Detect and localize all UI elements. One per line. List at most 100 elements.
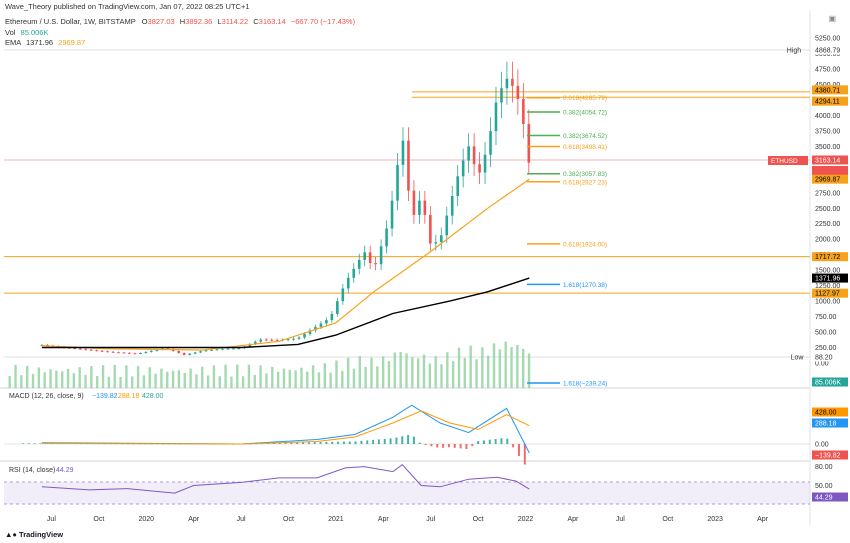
candle-body (374, 263, 377, 265)
volume-bar (387, 361, 391, 388)
volume-bar (475, 359, 478, 388)
macd-hist-bar (372, 439, 375, 444)
volume-bar (440, 364, 443, 388)
macd-hist-bar (348, 441, 351, 444)
low-value-badge: 88.20 (815, 355, 833, 362)
macd-hist-bar (284, 442, 287, 444)
fib-level-label: 0.382(4054.72) (563, 110, 607, 117)
volume-bar (90, 366, 93, 388)
candle-body (330, 313, 334, 321)
volume-bar (364, 366, 367, 388)
candle-body (418, 200, 421, 215)
open-value: 3827.03 (147, 17, 175, 26)
volume-bar (411, 357, 414, 388)
volume-bar (521, 348, 525, 388)
candle-body (150, 350, 153, 352)
volume-bar (451, 361, 455, 388)
candle-body (84, 349, 87, 351)
volume-bar (55, 370, 58, 388)
macd-hist-bar (296, 442, 299, 444)
candle-body (336, 301, 339, 314)
macd-line-badge: −139.82 (815, 453, 841, 460)
volume-bar (516, 345, 519, 388)
rsi-line (41, 464, 530, 494)
macd-hist-bar (27, 443, 30, 444)
volume-bar (241, 376, 245, 388)
macd-y-tick: 0.00 (815, 442, 829, 449)
volume-bar (329, 372, 332, 388)
volume-badge: 85.006K (815, 380, 841, 387)
macd-hist-bar (21, 443, 24, 444)
symbol-line: Ethereum / U.S. Dollar, 1W, BITSTAMP O38… (5, 17, 355, 26)
rsi-badge-bg (812, 492, 848, 502)
volume-bar (84, 374, 87, 388)
candle-body (139, 353, 142, 355)
macd-hist-bar (430, 444, 433, 447)
vol-value: 85.006K (20, 28, 49, 37)
x-tick-label: 2022 (518, 516, 534, 523)
volume-bar (306, 371, 309, 388)
macd-hist-bar (512, 444, 515, 448)
rsi-title: RSI (14, close) (9, 467, 55, 474)
macd-hist-bar (436, 444, 439, 448)
volume-bar (78, 367, 81, 388)
macd-line-badge-bg (812, 450, 848, 460)
candle-body (286, 339, 290, 341)
candle-body (177, 351, 180, 353)
volume-bar (434, 356, 437, 388)
volume-bar (358, 356, 362, 388)
candle-body (368, 252, 372, 264)
candle-body (193, 352, 197, 354)
candle-body (522, 98, 525, 124)
macd-signal-badge-bg (812, 418, 848, 428)
x-tick-label: Jul (616, 516, 625, 523)
volume-bar (504, 341, 507, 388)
candle-body (264, 339, 268, 341)
level-badge: 4380.71 (815, 87, 840, 94)
candle-body (352, 268, 356, 278)
candle-body (270, 339, 273, 341)
rsi-value: 44.29 (56, 467, 74, 474)
rsi-y-tick: 50.00 (815, 483, 833, 490)
candle-body (472, 146, 476, 165)
last-price-badge-bg (812, 155, 848, 165)
macd-hist-bar (302, 442, 305, 444)
macd-hist-bar (313, 442, 316, 444)
candle-body (445, 215, 449, 236)
y-tick-label: 500.00 (815, 330, 837, 337)
candle-body (325, 320, 328, 324)
macd-hist-bar (494, 438, 497, 444)
candle-body (385, 228, 388, 247)
candle-body (78, 348, 82, 350)
candle-body (407, 140, 410, 191)
macd-hist-badge-bg (812, 407, 848, 417)
ema-label: EMA (5, 38, 21, 47)
candle-body (461, 160, 465, 177)
candle-body (527, 123, 531, 163)
volume-bar (31, 373, 35, 388)
y-tick-label: 2750.00 (815, 190, 840, 197)
ema-fast-line (41, 178, 530, 351)
y-tick-label: 3500.00 (815, 144, 840, 151)
volume-bar (405, 353, 408, 388)
rsi-badge: 44.29 (815, 495, 833, 502)
candle-body (111, 351, 115, 353)
camera-icon[interactable]: ▣ (828, 14, 836, 23)
brand-label: TradingView (19, 530, 64, 539)
volume-bar (381, 356, 385, 388)
volume-bar (323, 363, 326, 388)
volume-bar (212, 365, 216, 388)
volume-bar (66, 368, 70, 388)
fib-level-label: 0.618(3498.41) (563, 144, 607, 151)
volume-bar (446, 352, 449, 388)
candle-body (259, 339, 263, 342)
ema-fast-badge: 2969.87 (815, 177, 840, 184)
fib-level-label: 0.382(3674.52) (563, 133, 607, 140)
x-tick-label: Apr (378, 516, 390, 523)
macd-hist-bar (360, 440, 363, 444)
volume-bar (294, 370, 297, 388)
candle-body (505, 78, 509, 89)
volume-bar (457, 347, 461, 388)
hist-value: 428.00 (142, 393, 164, 400)
